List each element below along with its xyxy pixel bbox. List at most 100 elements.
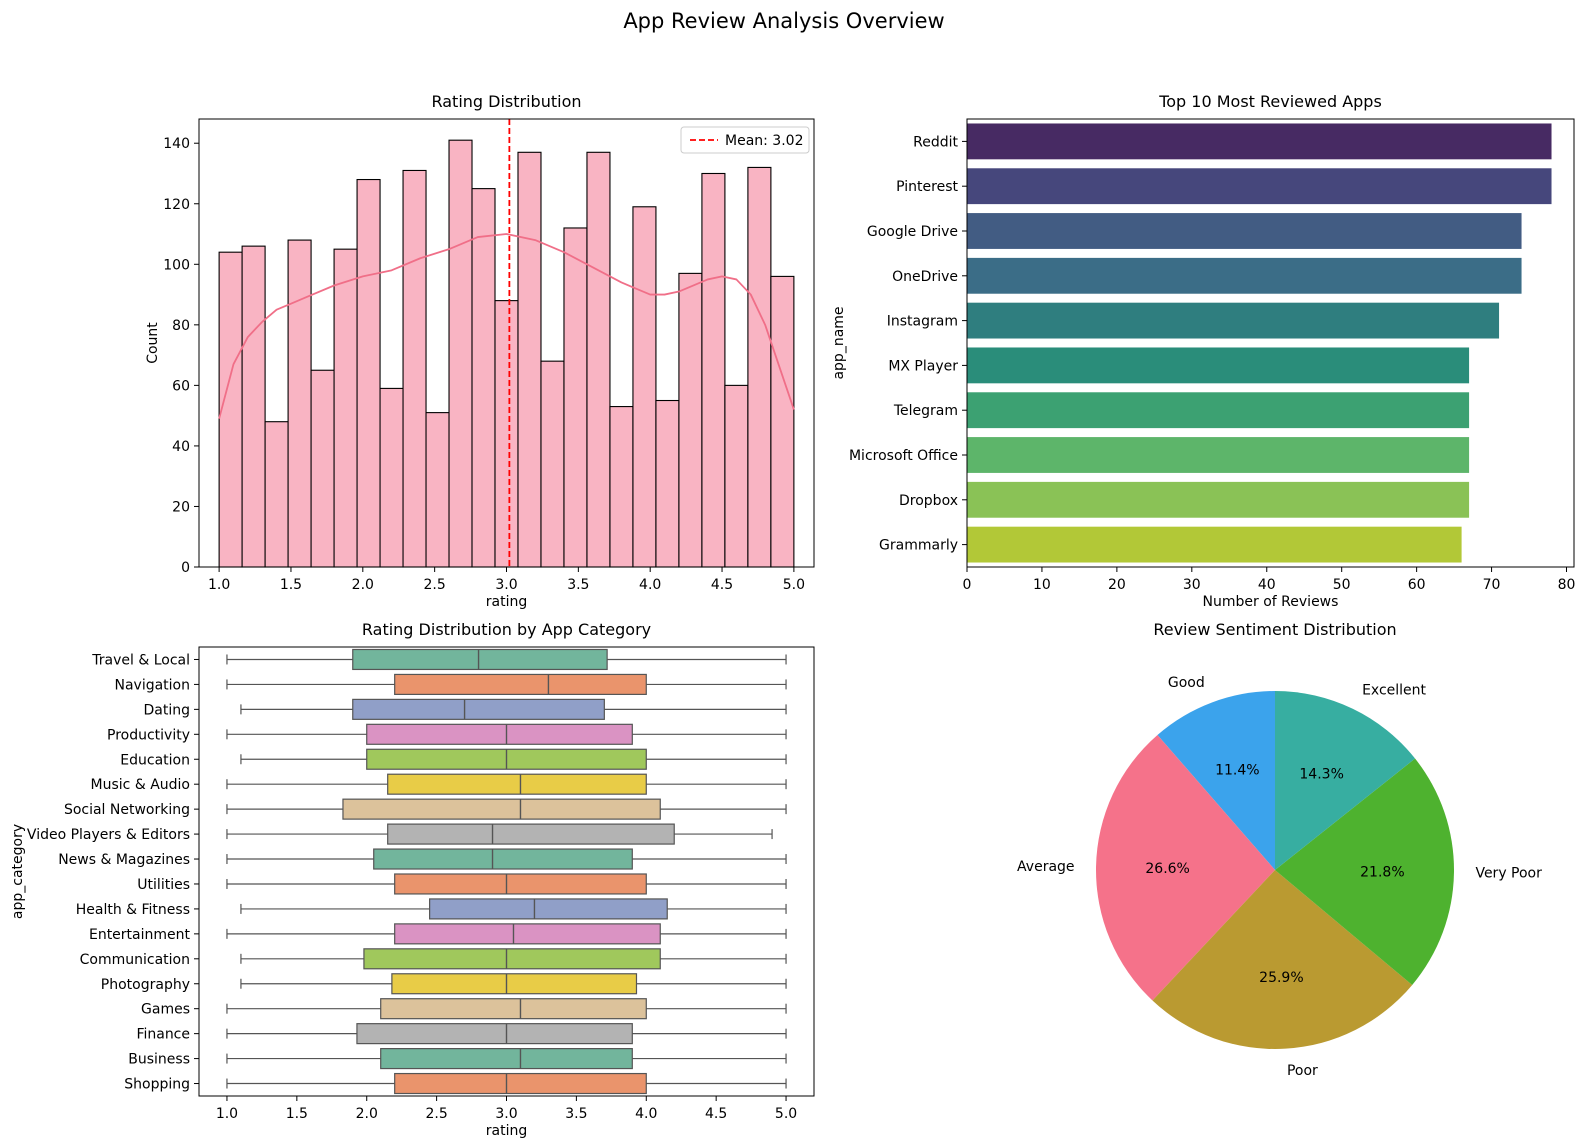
y-tick-label: 20 bbox=[172, 499, 190, 515]
box bbox=[380, 1048, 633, 1070]
bar-x-label: Number of Reviews bbox=[1203, 594, 1339, 610]
histogram-bar bbox=[632, 206, 657, 568]
box bbox=[387, 823, 675, 845]
category-label: Games bbox=[141, 1002, 190, 1018]
app-name-label: Dropbox bbox=[899, 493, 958, 509]
x-tick-label: 70 bbox=[1483, 577, 1501, 593]
box bbox=[363, 948, 661, 970]
app-name-label: OneDrive bbox=[892, 269, 958, 285]
histogram-bar bbox=[701, 172, 726, 568]
category-label: Education bbox=[120, 752, 190, 768]
category-label: Productivity bbox=[107, 727, 190, 743]
app-name-label: Grammarly bbox=[879, 538, 958, 554]
bar-title: Top 10 Most Reviewed Apps bbox=[1158, 92, 1382, 111]
x-tick-label: 3.5 bbox=[567, 577, 589, 593]
box bbox=[394, 1072, 647, 1095]
box bbox=[429, 898, 668, 920]
pie-slice bbox=[1152, 870, 1413, 1050]
histogram-bar bbox=[563, 227, 588, 568]
category-label: Entertainment bbox=[89, 927, 191, 943]
pie-percent-label: 11.4% bbox=[1215, 762, 1259, 778]
app-bar bbox=[967, 437, 1470, 473]
box bbox=[387, 773, 647, 795]
box bbox=[394, 673, 647, 695]
category-label: News & Magazines bbox=[58, 852, 190, 868]
histogram-panel: 1.0 1.5 2.0 2.5 3.0 3.5 4.0 4.5 5.0 0 20 40 60 80 100 1… bbox=[145, 92, 815, 610]
x-tick-label: 2.5 bbox=[425, 1106, 447, 1122]
x-tick-label: 1.0 bbox=[216, 1106, 238, 1122]
app-bar bbox=[967, 526, 1462, 563]
x-tick-label: 5.0 bbox=[775, 1106, 797, 1122]
box bbox=[356, 1023, 633, 1045]
histogram-bar bbox=[471, 188, 496, 568]
x-tick-label: 0 bbox=[963, 577, 972, 593]
sentiment-pie-panel: Good 11.4% Average 26.6% Poor 25.9% Very Poor 2… bbox=[1017, 620, 1542, 1079]
legend-box bbox=[680, 126, 810, 154]
histogram-bar bbox=[264, 421, 289, 568]
app-bar bbox=[967, 392, 1470, 429]
x-tick-label: 1.5 bbox=[280, 577, 302, 593]
app-name-label: Instagram bbox=[887, 314, 958, 330]
pie-percent-label: 25.9% bbox=[1259, 970, 1303, 986]
app-bar bbox=[967, 257, 1522, 294]
histogram-bar bbox=[425, 412, 450, 568]
box bbox=[373, 848, 633, 870]
box bbox=[394, 873, 647, 895]
category-label: Photography bbox=[101, 977, 190, 993]
x-tick-label: 2.0 bbox=[352, 577, 374, 593]
histogram-bar bbox=[540, 360, 565, 568]
histogram-bar bbox=[770, 275, 795, 568]
pie-slice bbox=[1096, 734, 1275, 1001]
histogram-x-label: rating bbox=[486, 594, 527, 610]
histogram-bar bbox=[379, 387, 404, 568]
bar-y-label: app_name bbox=[831, 306, 847, 379]
y-tick-label: 120 bbox=[163, 197, 190, 213]
x-tick-label: 4.0 bbox=[635, 1106, 657, 1122]
app-name-label: Pinterest bbox=[896, 179, 958, 195]
y-tick-label: 40 bbox=[172, 439, 190, 455]
x-tick-label: 4.5 bbox=[711, 577, 733, 593]
pie-category-label: Excellent bbox=[1362, 682, 1426, 698]
pie-percent-label: 21.8% bbox=[1360, 864, 1404, 880]
app-name-label: Telegram bbox=[893, 403, 958, 419]
category-label: Business bbox=[128, 1052, 190, 1068]
app-bar bbox=[967, 123, 1552, 160]
y-tick-label: 140 bbox=[163, 136, 190, 152]
histogram-y-label: Count bbox=[145, 322, 161, 364]
box bbox=[352, 648, 608, 671]
app-bar bbox=[967, 213, 1522, 249]
histogram-bar bbox=[333, 248, 358, 568]
pie-category-label: Average bbox=[1017, 859, 1075, 875]
x-tick-label: 10 bbox=[1033, 577, 1051, 593]
x-tick-label: 5.0 bbox=[783, 577, 805, 593]
y-tick-label: 80 bbox=[172, 318, 190, 334]
pie-slice bbox=[1275, 691, 1416, 870]
x-tick-label: 60 bbox=[1408, 577, 1426, 593]
histogram-bar bbox=[609, 406, 634, 568]
y-tick-label: 60 bbox=[172, 378, 190, 394]
category-label: Music & Audio bbox=[91, 777, 190, 793]
box-title: Rating Distribution by App Category bbox=[362, 620, 651, 639]
box bbox=[352, 698, 605, 720]
box bbox=[394, 923, 661, 945]
figure-title: App Review Analysis Overview bbox=[623, 9, 944, 33]
app-bar bbox=[967, 168, 1552, 205]
box bbox=[391, 973, 638, 995]
histogram-bar bbox=[494, 300, 519, 568]
x-tick-label: 30 bbox=[1183, 577, 1201, 593]
category-label: Video Players & Editors bbox=[27, 827, 190, 843]
category-label: Travel & Local bbox=[91, 652, 190, 668]
legend-mean-label: Mean: 3.02 bbox=[725, 133, 803, 149]
category-label: Utilities bbox=[137, 877, 190, 893]
app-bar bbox=[967, 302, 1500, 339]
app-bar bbox=[967, 347, 1470, 384]
y-tick-label: 100 bbox=[163, 257, 190, 273]
kde-curve bbox=[218, 233, 795, 419]
x-tick-label: 1.5 bbox=[286, 1106, 308, 1122]
box bbox=[380, 998, 647, 1020]
category-label: Health & Fitness bbox=[76, 902, 190, 918]
histogram-bar bbox=[356, 178, 381, 568]
app-bar bbox=[967, 481, 1470, 518]
app-name-label: Microsoft Office bbox=[849, 448, 958, 464]
